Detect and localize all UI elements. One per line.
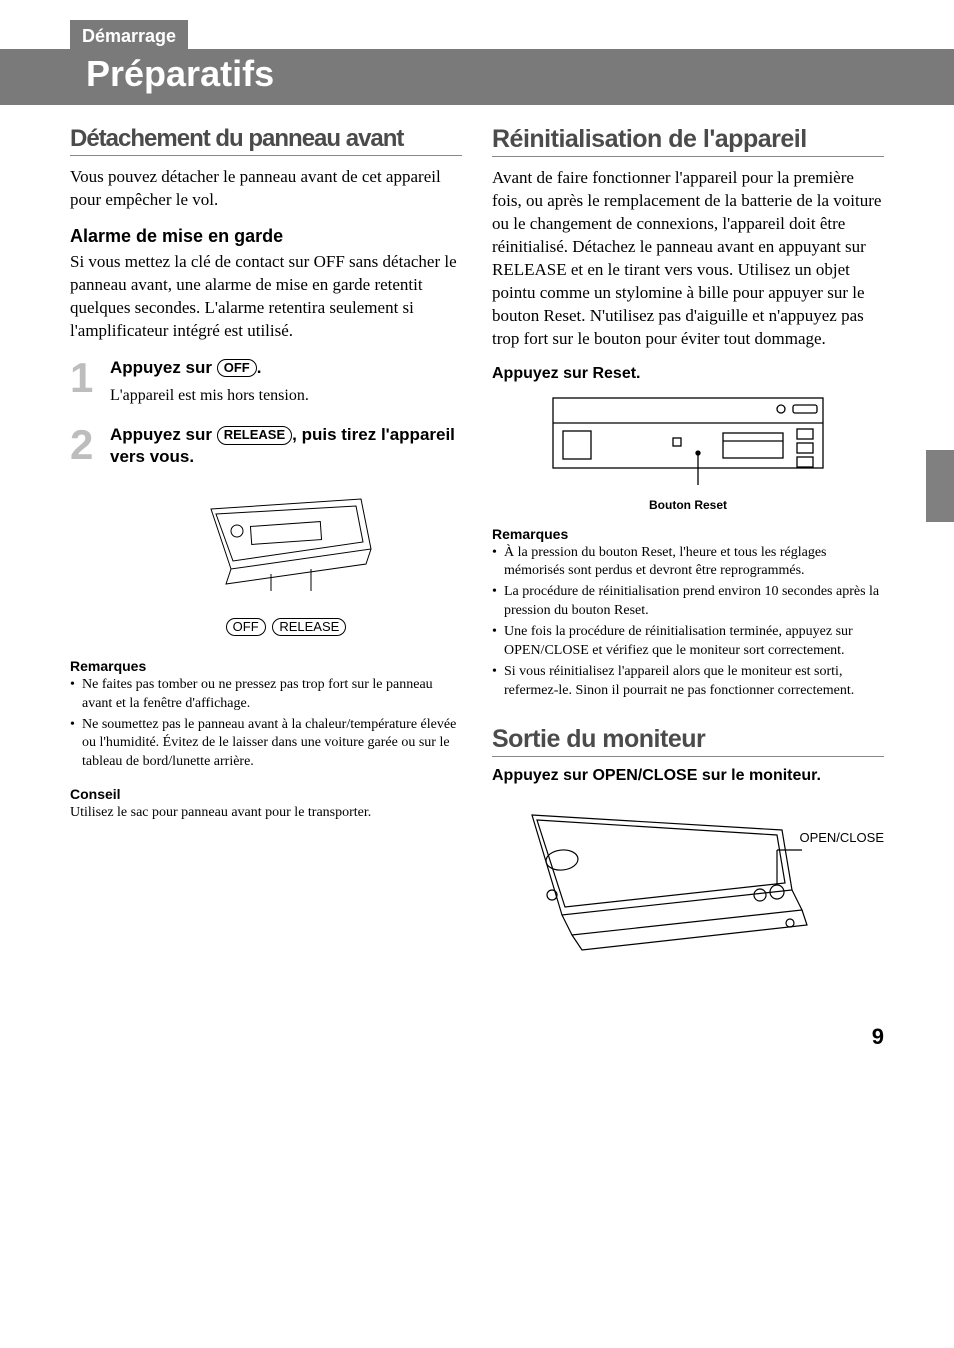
list-item: •Ne soumettez pas le panneau avant à la … xyxy=(70,716,462,773)
main-title-text: Préparatifs xyxy=(86,53,274,94)
section-heading-reset: Réinitialisation de l'appareil xyxy=(492,125,884,157)
reset-figure-caption: Bouton Reset xyxy=(492,498,884,512)
figure-monitor: OPEN/CLOSE xyxy=(492,795,884,970)
step-1: 1 Appuyez sur OFF. L'appareil est mis ho… xyxy=(70,357,462,407)
step-number-2: 2 xyxy=(70,424,110,649)
monitor-instruction: Appuyez sur OPEN/CLOSE sur le moniteur. xyxy=(492,767,884,785)
remarques-heading-left: Remarques xyxy=(70,658,462,674)
step-2-pre: Appuyez sur xyxy=(110,425,217,444)
remarques-heading-right: Remarques xyxy=(492,526,884,542)
step-1-body: L'appareil est mis hors tension. xyxy=(110,385,462,407)
step-1-pre: Appuyez sur xyxy=(110,358,217,377)
conseil-heading: Conseil xyxy=(70,786,462,802)
fig-off-pill: OFF xyxy=(226,618,266,636)
reset-panel-icon xyxy=(543,393,833,493)
list-item: •Une fois la procédure de réinitialisati… xyxy=(492,623,884,661)
remarque-text: Ne faites pas tomber ou ne pressez pas t… xyxy=(82,676,462,714)
remarques-list-right: •À la pression du bouton Reset, l'heure … xyxy=(492,544,884,701)
monitor-icon xyxy=(502,795,822,965)
side-tab xyxy=(926,450,954,522)
left-column: Détachement du panneau avant Vous pouvez… xyxy=(70,125,462,984)
section-heading-monitor: Sortie du moniteur xyxy=(492,725,884,757)
remarque-text: À la pression du bouton Reset, l'heure e… xyxy=(504,544,884,582)
list-item: •La procédure de réinitialisation prend … xyxy=(492,583,884,621)
off-pill: OFF xyxy=(217,359,257,377)
conseil-body: Utilisez le sac pour panneau avant pour … xyxy=(70,804,462,823)
step-number-1: 1 xyxy=(70,357,110,407)
remarque-text: Si vous réinitialisez l'appareil alors q… xyxy=(504,663,884,701)
step-2: 2 Appuyez sur RELEASE, puis tirez l'appa… xyxy=(70,424,462,649)
step-1-post: . xyxy=(257,358,262,377)
reset-intro: Avant de faire fonctionner l'appareil po… xyxy=(492,167,884,351)
subheading-alarm: Alarme de mise en garde xyxy=(70,226,462,247)
section-heading-detachment: Détachement du panneau avant xyxy=(70,125,462,156)
step-1-title: Appuyez sur OFF. xyxy=(110,357,462,379)
remarque-text: Ne soumettez pas le panneau avant à la c… xyxy=(82,716,462,773)
release-pill: RELEASE xyxy=(217,426,292,444)
list-item: •Ne faites pas tomber ou ne pressez pas … xyxy=(70,676,462,714)
right-column: Réinitialisation de l'appareil Avant de … xyxy=(492,125,884,984)
kicker: Démarrage xyxy=(70,20,188,49)
remarques-list-left: •Ne faites pas tomber ou ne pressez pas … xyxy=(70,676,462,772)
page-header: Démarrage Préparatifs xyxy=(70,20,884,105)
remarque-text: La procédure de réinitialisation prend e… xyxy=(504,583,884,621)
figure-reset-panel: Bouton Reset xyxy=(492,393,884,512)
reset-instruction: Appuyez sur Reset. xyxy=(492,365,884,383)
intro-text: Vous pouvez détacher le panneau avant de… xyxy=(70,166,462,212)
remarque-text: Une fois la procédure de réinitialisatio… xyxy=(504,623,884,661)
open-close-label: OPEN/CLOSE xyxy=(799,830,884,845)
alarm-body: Si vous mettez la clé de contact sur OFF… xyxy=(70,251,462,343)
figure-labels: OFF RELEASE xyxy=(110,618,462,636)
list-item: •Si vous réinitialisez l'appareil alors … xyxy=(492,663,884,701)
main-title: Préparatifs xyxy=(0,49,954,105)
device-detach-icon xyxy=(171,479,401,609)
list-item: •À la pression du bouton Reset, l'heure … xyxy=(492,544,884,582)
fig-release-pill: RELEASE xyxy=(272,618,346,636)
page-number: 9 xyxy=(0,1024,954,1050)
step-2-title: Appuyez sur RELEASE, puis tirez l'appare… xyxy=(110,424,462,468)
figure-device-detach: OFF RELEASE xyxy=(110,479,462,636)
